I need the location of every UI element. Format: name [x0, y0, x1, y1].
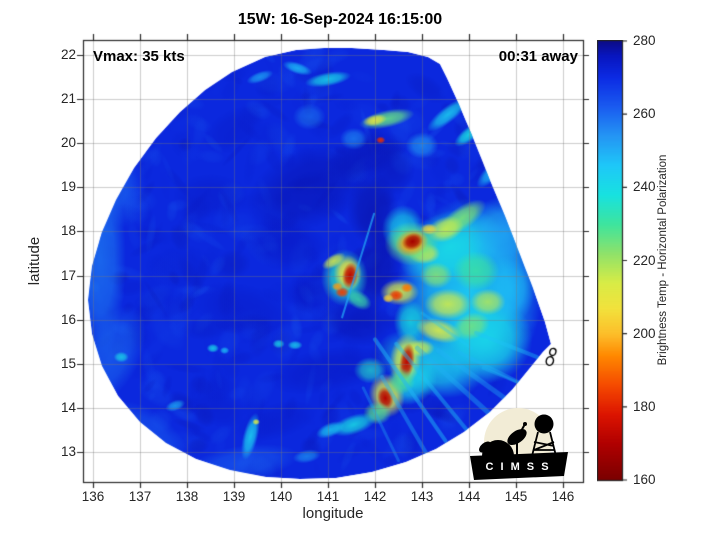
colorbar-tick-label: 200: [633, 325, 656, 341]
water-tower-tank: [534, 414, 554, 434]
dish-antenna-icon: [507, 422, 527, 456]
x-tick-label: 145: [504, 489, 528, 504]
y-tick-label: 14: [60, 399, 76, 415]
small-dish-icon: [479, 441, 491, 457]
y-tick-label: 21: [60, 91, 76, 107]
y-axis-label: latitude: [26, 236, 43, 286]
x-tick-label: 137: [128, 489, 152, 504]
colorbar-tick-label: 160: [633, 472, 656, 487]
cimss-logo: C I M S S: [470, 408, 568, 480]
x-tick-label: 144: [457, 489, 481, 504]
x-tick-label: 142: [363, 489, 387, 504]
time-away-annotation: 00:31 away: [498, 48, 578, 65]
vmax-annotation: Vmax: 35 kts: [93, 48, 185, 65]
x-tick-label: 136: [81, 489, 105, 504]
logo-text: C I M S S: [485, 461, 550, 473]
colorbar-tick-label: 180: [633, 398, 656, 414]
y-tick-label: 16: [60, 311, 76, 327]
x-tick-label: 139: [222, 489, 246, 504]
y-tick-label: 15: [60, 355, 76, 371]
x-tick-label: 141: [316, 489, 340, 504]
colorbar: [597, 40, 631, 482]
x-axis-label: longitude: [302, 505, 364, 522]
colorbar-tick-label: 280: [633, 33, 656, 48]
water-tower-icon: [531, 431, 557, 457]
y-tick-label: 17: [60, 267, 76, 283]
y-tick-label: 19: [60, 179, 76, 195]
x-tick-label: 138: [175, 489, 199, 504]
colorbar-tick-label: 240: [633, 179, 656, 195]
logo-banner: [470, 452, 568, 480]
y-tick-label: 22: [60, 47, 76, 62]
y-tick-label: 18: [60, 223, 76, 239]
colorbar-tick-label: 220: [633, 252, 656, 268]
x-tick-label: 146: [551, 489, 575, 504]
plot-title: 15W: 16-Sep-2024 16:15:00: [237, 11, 443, 28]
y-tick-label: 13: [60, 443, 76, 459]
x-tick-label: 143: [410, 489, 434, 504]
y-tick-label: 20: [60, 135, 76, 151]
x-tick-label: 140: [269, 489, 293, 504]
colorbar-tick-label: 260: [633, 106, 656, 122]
